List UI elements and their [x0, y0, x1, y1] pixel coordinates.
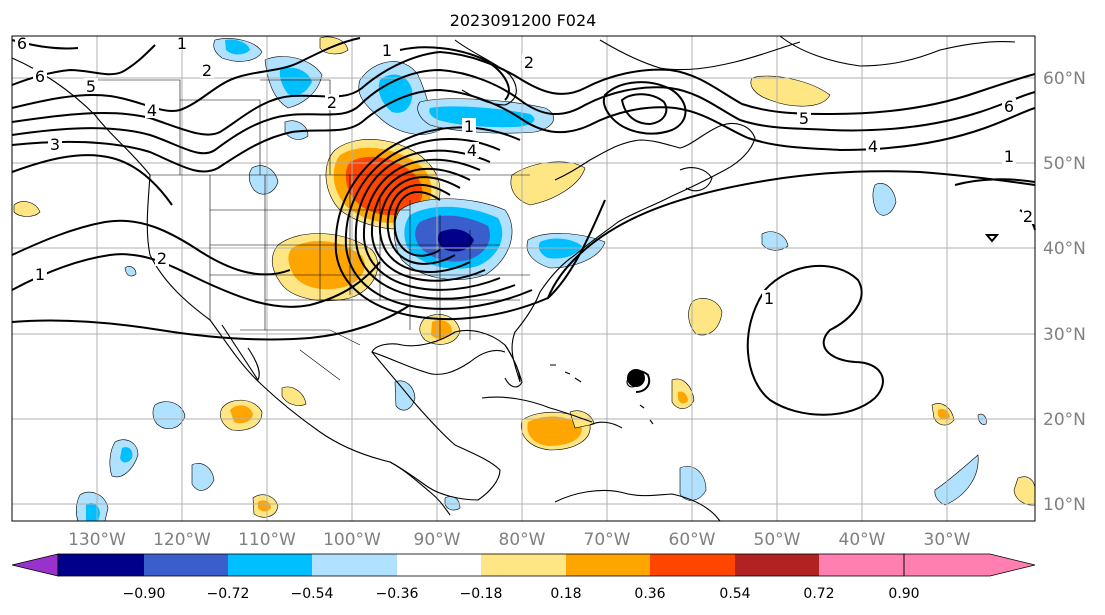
greenland-east	[779, 35, 1016, 67]
contour-label: 3	[50, 135, 60, 154]
contour-label: 2	[202, 61, 212, 80]
contour-label: 5	[799, 109, 809, 128]
map-title: 2023091200 F024	[450, 11, 597, 30]
contour-label: 1	[764, 289, 774, 308]
contour-label: 1	[1004, 147, 1014, 166]
lat-label: 30°N	[1043, 325, 1086, 345]
colorbar-segment	[566, 554, 650, 576]
longitude-labels: 130°W 120°W 110°W 100°W 90°W 80°W 70°W 6…	[68, 530, 971, 550]
colorbar-tick: −0.72	[207, 586, 250, 602]
colorbar-segment	[144, 554, 228, 576]
contour-2-western	[11, 219, 291, 276]
contour-label: 4	[467, 141, 477, 160]
cuba	[481, 396, 593, 423]
colorbar-tick: 0.54	[719, 586, 750, 602]
contour-label-4-line	[11, 50, 1036, 136]
lat-label: 20°N	[1043, 410, 1086, 430]
anomaly-fills	[13, 36, 1036, 522]
lon-label: 120°W	[153, 530, 211, 550]
lon-label: 30°W	[924, 530, 971, 550]
contour-label: 2	[157, 249, 167, 268]
contour-label: 2	[524, 53, 534, 72]
colorbar-tick: 0.90	[888, 586, 919, 602]
central-america	[389, 461, 451, 516]
graticule	[12, 36, 1035, 521]
colorbar-extend-high	[903, 553, 1036, 577]
colorbar-segment	[312, 554, 397, 576]
colorbar-segment	[735, 554, 819, 576]
colorbar-tick: 0.72	[803, 586, 834, 602]
contour-label: 5	[86, 77, 96, 96]
lat-label: 50°N	[1043, 154, 1086, 174]
lon-label: 100°W	[323, 530, 381, 550]
lon-label: 60°W	[669, 530, 716, 550]
colorbar-tick: −0.18	[460, 586, 503, 602]
colorbar-tick: 0.18	[550, 586, 581, 602]
lat-label: 10°N	[1043, 495, 1086, 515]
colorbar-segment	[228, 554, 312, 576]
boundaries	[95, 79, 530, 381]
colorbar-segment	[397, 554, 481, 576]
contour-label: 4	[147, 101, 157, 120]
contour-label: 1	[382, 41, 392, 60]
contour-large-trough	[334, 126, 606, 321]
contour-label: 2	[1023, 207, 1033, 226]
contour-1-atlantic-loop	[547, 170, 1036, 299]
colorbar-segment	[650, 554, 735, 576]
colorbar-tick: −0.90	[123, 586, 166, 602]
colorbar-extend-low	[11, 553, 59, 577]
lon-label: 80°W	[499, 530, 546, 550]
greenland	[599, 39, 801, 71]
colorbar-tick: −0.36	[376, 586, 419, 602]
lon-label: 130°W	[68, 530, 126, 550]
lon-label: 70°W	[584, 530, 631, 550]
contour-trough-nested-1	[393, 190, 441, 257]
south-america	[554, 489, 721, 522]
colorbar: −0.90 −0.72 −0.54 −0.36 −0.18 0.18 0.36 …	[11, 553, 1036, 602]
north-america-coast	[11, 57, 756, 501]
contour-label-group: 6 6 5 4 3 2 1 1 2 1 2 4 5 6 4 1 2 1 1	[15, 34, 1035, 308]
colorbar-tick: 0.36	[634, 586, 665, 602]
contour-1-western	[11, 253, 381, 308]
contour-hook-atlantic	[746, 264, 884, 416]
lon-label: 90°W	[414, 530, 461, 550]
colorbar-segment	[819, 554, 904, 576]
florida	[504, 344, 523, 388]
colorbar-tick: −0.54	[291, 586, 334, 602]
map-frame	[11, 35, 1036, 522]
lat-label: 40°N	[1043, 239, 1086, 259]
latitude-labels: 60°N 50°N 40°N 30°N 20°N 10°N	[1043, 69, 1086, 515]
lat-label: 60°N	[1043, 69, 1086, 89]
cyclone-center	[627, 369, 645, 387]
contour-label: 1	[177, 34, 187, 53]
colorbar-segment	[58, 554, 144, 576]
lon-label: 110°W	[238, 530, 296, 550]
contour-label: 6	[1004, 97, 1014, 116]
contour-label: 6	[35, 67, 45, 86]
contour-label: 1	[35, 265, 45, 284]
contour-label: 6	[17, 34, 27, 53]
lon-label: 40°W	[839, 530, 886, 550]
newfoundland	[679, 167, 713, 192]
contour-label: 4	[868, 137, 878, 156]
warm-anomaly-lakes	[510, 161, 586, 206]
gulf-coast	[371, 349, 506, 375]
hispaniola	[589, 421, 623, 429]
contour-label: 2	[327, 93, 337, 112]
colorbar-segment	[481, 554, 566, 576]
lon-label: 50°W	[754, 530, 801, 550]
contour-label: 1	[464, 117, 474, 136]
contour-lines	[11, 37, 1036, 416]
